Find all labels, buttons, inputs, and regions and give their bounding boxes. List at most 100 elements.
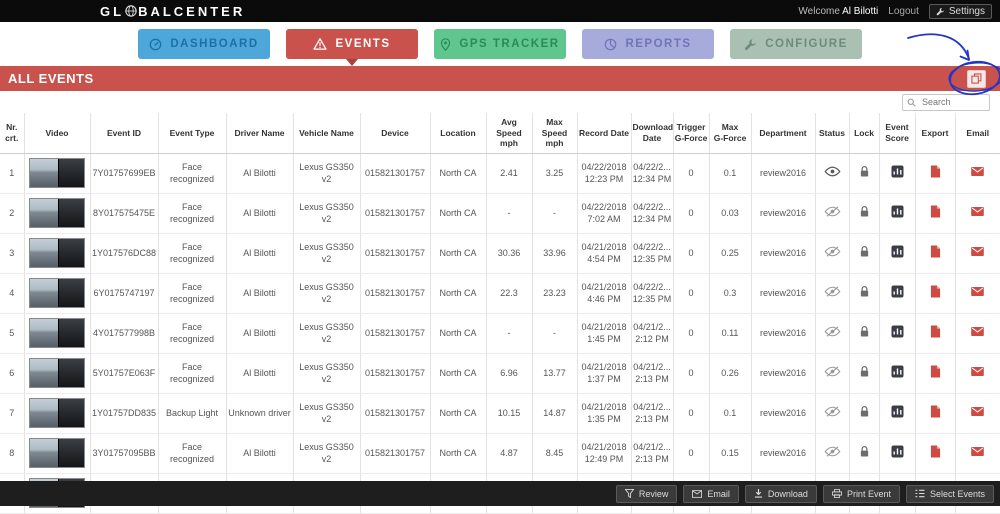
driver-name: Al Bilotti — [225, 273, 293, 314]
video-thumbnail[interactable] — [29, 438, 85, 469]
eye-off-icon[interactable] — [824, 246, 841, 257]
lock-icon[interactable] — [859, 285, 870, 298]
column-header[interactable]: Export — [914, 113, 955, 154]
eye-off-icon[interactable] — [824, 206, 841, 217]
event-score-icon[interactable] — [891, 285, 904, 298]
pdf-export-icon[interactable] — [930, 405, 941, 418]
lock-icon[interactable] — [859, 205, 870, 218]
settings-button[interactable]: Settings — [928, 3, 992, 19]
export-cell — [914, 313, 955, 354]
pdf-export-icon[interactable] — [930, 365, 941, 378]
column-header[interactable]: Video — [23, 113, 90, 154]
tab-gps-tracker[interactable]: GPS TRACKER — [434, 29, 566, 59]
email-cell — [954, 193, 1000, 234]
thumbnail-road-view — [30, 239, 59, 268]
column-header[interactable]: Event ID — [89, 113, 158, 154]
record-date: 04/21/2018 12:49 PM — [576, 433, 631, 474]
email-icon[interactable] — [971, 247, 985, 257]
select-events-button[interactable]: Select Events — [905, 484, 994, 503]
pdf-export-icon[interactable] — [930, 165, 941, 178]
download-button[interactable]: Download — [744, 484, 817, 503]
device-id: 015821301757 — [359, 433, 430, 474]
column-header[interactable]: Status — [814, 113, 849, 154]
logo-text-left: GL — [100, 3, 125, 19]
column-header[interactable]: Max Speed mph — [531, 113, 577, 154]
video-thumbnail[interactable] — [29, 158, 85, 189]
email-icon[interactable] — [971, 447, 985, 457]
eye-off-icon[interactable] — [824, 286, 841, 297]
event-score-icon[interactable] — [891, 245, 904, 258]
column-header[interactable]: Max G-Force — [708, 113, 751, 154]
lock-icon[interactable] — [859, 165, 870, 178]
event-score-icon[interactable] — [891, 325, 904, 338]
video-thumbnail[interactable] — [29, 198, 85, 229]
lock-icon[interactable] — [859, 405, 870, 418]
video-thumbnail[interactable] — [29, 278, 85, 309]
search-box[interactable] — [902, 93, 990, 111]
video-thumbnail[interactable] — [29, 398, 85, 429]
column-header[interactable]: Location — [429, 113, 486, 154]
eye-icon[interactable] — [824, 166, 841, 177]
logo-text-right: BALCENTER — [138, 3, 246, 19]
column-header[interactable]: Download Date — [630, 113, 673, 154]
export-events-button[interactable] — [967, 69, 986, 88]
logout-link[interactable]: Logout — [888, 5, 919, 17]
video-thumbnail[interactable] — [29, 238, 85, 269]
print-event-button[interactable]: Print Event — [822, 484, 900, 503]
video-thumbnail[interactable] — [29, 318, 85, 349]
email-icon[interactable] — [971, 327, 985, 337]
event-score-icon[interactable] — [891, 365, 904, 378]
lock-icon[interactable] — [859, 365, 870, 378]
event-score-icon[interactable] — [891, 405, 904, 418]
tab-reports[interactable]: REPORTS — [582, 29, 714, 59]
eye-off-icon[interactable] — [824, 326, 841, 337]
pdf-export-icon[interactable] — [930, 445, 941, 458]
pdf-export-icon[interactable] — [930, 245, 941, 258]
column-header[interactable]: Event Type — [157, 113, 226, 154]
avg-speed: - — [485, 313, 532, 354]
tab-dashboard[interactable]: DASHBOARD — [138, 29, 270, 59]
column-header[interactable]: Trigger G-Force — [672, 113, 709, 154]
review-button[interactable]: Review — [615, 484, 678, 503]
column-header[interactable]: Vehicle Name — [292, 113, 360, 154]
video-thumbnail[interactable] — [29, 358, 85, 389]
column-header[interactable]: Driver Name — [225, 113, 293, 154]
column-header[interactable]: Department — [750, 113, 815, 154]
email-icon[interactable] — [971, 167, 985, 177]
driver-name: Al Bilotti — [225, 433, 293, 474]
trigger-g-force: 0 — [672, 353, 709, 394]
email-icon[interactable] — [971, 407, 985, 417]
lock-icon[interactable] — [859, 245, 870, 258]
column-header[interactable]: Email — [954, 113, 1000, 154]
pdf-export-icon[interactable] — [930, 325, 941, 338]
column-header[interactable]: Avg Speed mph — [485, 113, 532, 154]
tab-configure[interactable]: CONFIGURE — [730, 29, 862, 59]
event-score-icon[interactable] — [891, 165, 904, 178]
button-label: Select Events — [929, 488, 985, 499]
column-header[interactable]: Record Date — [576, 113, 631, 154]
email-icon[interactable] — [971, 287, 985, 297]
column-header[interactable]: Device — [359, 113, 430, 154]
pdf-export-icon[interactable] — [930, 285, 941, 298]
email-icon[interactable] — [971, 207, 985, 217]
column-header[interactable]: Event Score — [878, 113, 915, 154]
event-row: 4 6Y0175747197 Face recognized Al Bilotti Le… — [0, 273, 1000, 314]
lock-icon[interactable] — [859, 325, 870, 338]
pdf-export-icon[interactable] — [930, 205, 941, 218]
event-score-icon[interactable] — [891, 445, 904, 458]
event-id: 6Y0175747197 — [89, 273, 158, 314]
email-icon[interactable] — [971, 367, 985, 377]
column-header[interactable]: Lock — [848, 113, 879, 154]
lock-icon[interactable] — [859, 445, 870, 458]
tab-events[interactable]: EVENTS — [286, 29, 418, 66]
email-button[interactable]: Email — [683, 484, 739, 503]
eye-off-icon[interactable] — [824, 446, 841, 457]
column-header[interactable]: Nr. crt. — [0, 113, 24, 154]
eye-off-icon[interactable] — [824, 406, 841, 417]
export-cell — [914, 393, 955, 434]
event-score-icon[interactable] — [891, 205, 904, 218]
search-input[interactable] — [920, 96, 985, 108]
eye-off-icon[interactable] — [824, 366, 841, 377]
thumbnail-cabin-view — [58, 359, 84, 388]
email-cell — [954, 233, 1000, 274]
